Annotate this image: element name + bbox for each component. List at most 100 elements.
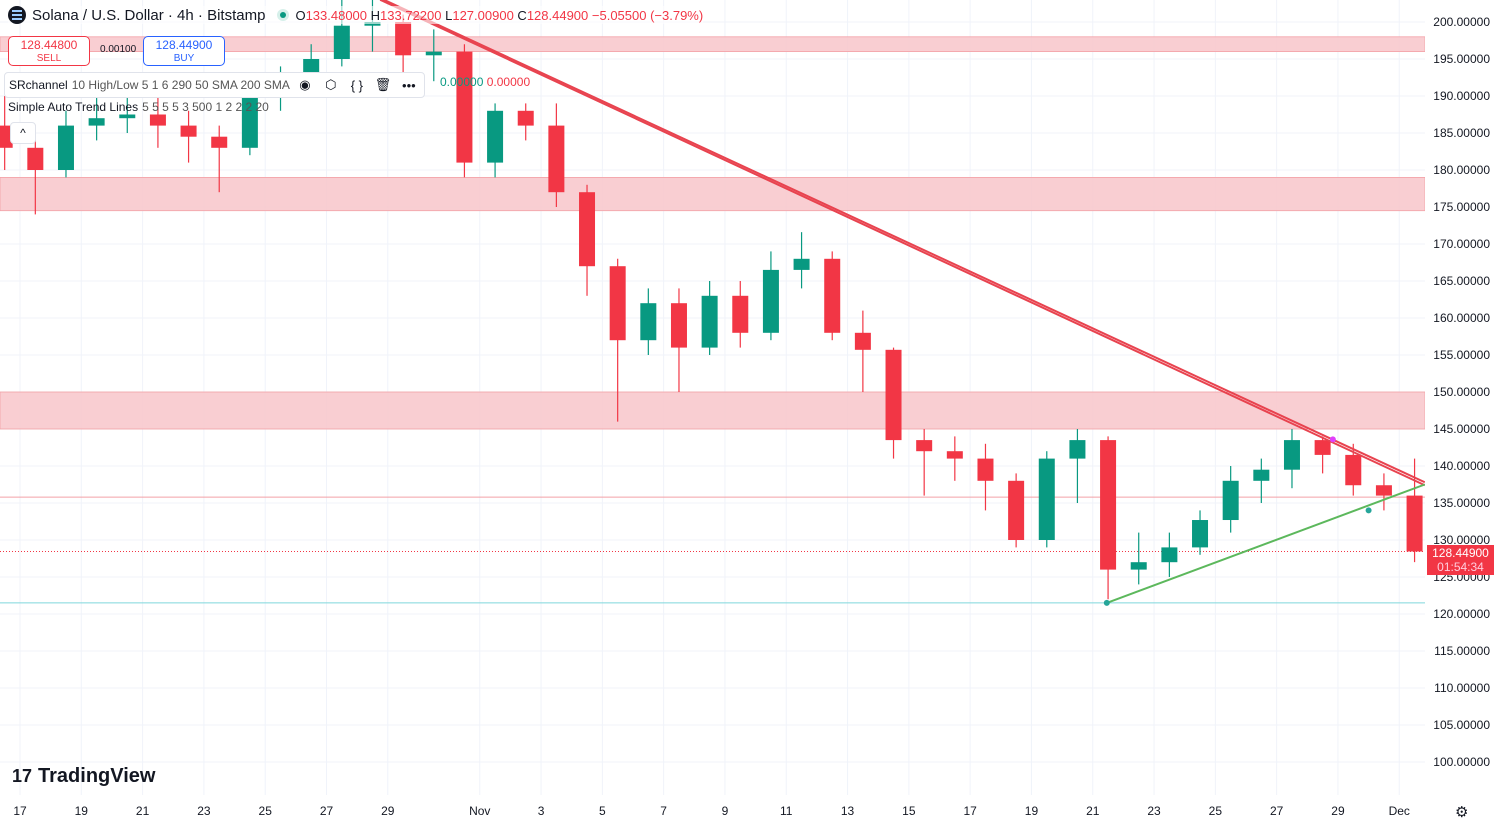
candle-body (119, 114, 136, 119)
symbol-header: Solana / U.S. Dollar · 4h · Bitstamp O13… (8, 6, 704, 24)
price-tick-label: 165.00000 (1433, 274, 1490, 288)
time-tick-label: 23 (197, 804, 211, 818)
indicator-args: 10 High/Low 5 1 6 290 50 SMA 200 SMA (71, 78, 290, 92)
time-tick-label: 5 (599, 804, 606, 818)
price-tick-label: 105.00000 (1433, 718, 1490, 732)
time-tick-label: 27 (320, 804, 334, 818)
candle-body (548, 125, 565, 193)
time-tick-label: 29 (1331, 804, 1345, 818)
time-tick-label: 27 (1270, 804, 1284, 818)
candle-body (1192, 520, 1209, 548)
price-tick-label: 200.00000 (1433, 15, 1490, 29)
pivot-marker (1329, 436, 1336, 443)
candle-body (1069, 440, 1086, 459)
candle-body (1345, 454, 1362, 486)
candle-body (1100, 440, 1117, 570)
candle-body (1314, 440, 1331, 455)
time-tick-label: 25 (1209, 804, 1223, 818)
price-tick-label: 195.00000 (1433, 52, 1490, 66)
time-tick-label: 11 (780, 804, 793, 818)
trash-icon[interactable]: 🗑 (374, 77, 392, 92)
ohlc-values: O133.48000 H133.72200 L127.00900 C128.44… (295, 7, 704, 23)
eye-icon[interactable]: ◉ (299, 77, 311, 92)
indicator-args: 5 5 5 5 3 500 1 2 2 2 20 (142, 100, 269, 114)
candle-body (149, 114, 166, 126)
candle-body (793, 258, 810, 270)
price-tick-label: 190.00000 (1433, 89, 1490, 103)
symbol-title[interactable]: Solana / U.S. Dollar · 4h · Bitstamp (32, 6, 266, 24)
candle-body (824, 258, 841, 333)
candle-body (1130, 562, 1147, 570)
time-tick-label: 29 (381, 804, 395, 818)
time-tick-label: 7 (660, 804, 667, 818)
trend-line (382, 0, 1426, 484)
sr-zone (0, 391, 1426, 430)
time-tick-label: 21 (1086, 804, 1100, 818)
candle-body (333, 25, 350, 59)
price-tick-label: 110.00000 (1434, 681, 1490, 695)
time-tick-label: 17 (963, 804, 977, 818)
gear-icon[interactable]: ⬡ (325, 77, 337, 92)
time-tick-label: 19 (1025, 804, 1039, 818)
trade-panel: 128.44800 SELL 0.00100 128.44900 BUY (0, 34, 240, 68)
candle-body (640, 303, 657, 341)
sell-button[interactable]: 128.44800 SELL (8, 36, 90, 66)
candle-body (241, 96, 258, 148)
candle-body (1008, 480, 1025, 540)
time-tick-label: 21 (136, 804, 150, 818)
candle-body (88, 118, 105, 126)
candle-body (762, 269, 779, 333)
price-tick-label: 135.00000 (1433, 496, 1490, 510)
braces-icon[interactable]: { } (350, 77, 363, 93)
candle-body (916, 440, 933, 452)
candle-body (1283, 440, 1300, 470)
candle-body (670, 303, 687, 348)
time-tick-label: 13 (841, 804, 855, 818)
candle-body (395, 22, 412, 56)
price-axis (1425, 0, 1494, 825)
chevron-up-icon[interactable]: ^ (10, 122, 36, 144)
pivot-marker (1365, 507, 1372, 514)
candle-body (487, 110, 504, 163)
price-tick-label: 175.00000 (1433, 200, 1490, 214)
price-tick-label: 180.00000 (1433, 163, 1490, 177)
trend-line (379, 0, 1426, 487)
candle-body (180, 125, 197, 137)
candle-body (27, 147, 44, 170)
chart-settings-gear-icon[interactable]: ⚙ (1455, 804, 1469, 821)
indicator-name: Simple Auto Trend Lines (8, 100, 139, 114)
candle-body (977, 458, 994, 481)
time-tick-label: 25 (259, 804, 273, 818)
price-tick-label: 150.00000 (1433, 385, 1490, 399)
more-icon[interactable]: ••• (402, 77, 416, 93)
price-tick-label: 145.00000 (1433, 422, 1490, 436)
candle-body (517, 110, 534, 126)
solana-logo-icon (8, 6, 26, 24)
time-tick-label: Dec (1389, 804, 1410, 818)
spread: 0.00100 (100, 44, 137, 55)
price-tick-label: 155.00000 (1433, 348, 1490, 362)
price-tick-label: 170.00000 (1433, 237, 1490, 251)
market-open-icon (277, 9, 290, 21)
price-tick-label: 140.00000 (1433, 459, 1490, 473)
price-tick-label: 120.00000 (1433, 607, 1490, 621)
price-tick-label: 185.00000 (1433, 126, 1490, 140)
candle-body (701, 295, 718, 348)
candle-body (946, 451, 963, 459)
price-tick-label: 130.00000 (1433, 533, 1490, 547)
indicator-srchannel[interactable]: SRchannel 10 High/Low 5 1 6 290 50 SMA 2… (4, 72, 425, 98)
candle-body (1038, 458, 1055, 540)
candle-body (854, 332, 871, 350)
trend-line (1106, 483, 1426, 604)
tradingview-logo: 17 TradingView (12, 765, 156, 787)
buy-button[interactable]: 128.44900 BUY (143, 36, 225, 66)
time-axis (0, 797, 1494, 825)
candle-body (211, 136, 228, 148)
candle-body (732, 295, 749, 333)
price-tick-label: 160.00000 (1433, 311, 1490, 325)
time-tick-label: Nov (469, 804, 490, 818)
indicator-name: SRchannel (9, 78, 68, 92)
indicator-trend-lines[interactable]: Simple Auto Trend Lines 5 5 5 5 3 500 1 … (4, 98, 273, 116)
price-tick-label: 115.00000 (1434, 644, 1490, 658)
